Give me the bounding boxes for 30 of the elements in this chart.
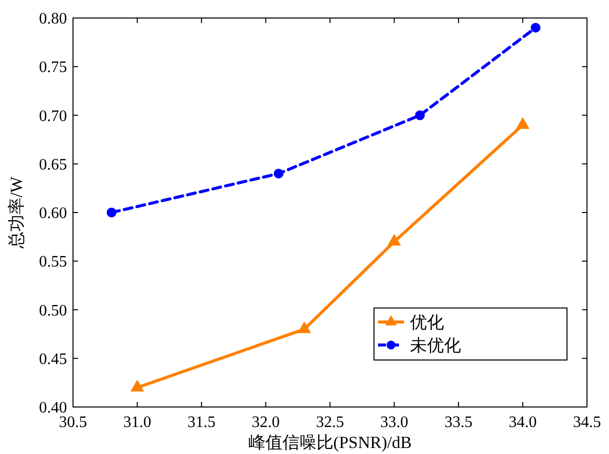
y-tick-label: 0.45 xyxy=(39,350,67,368)
y-tick-label: 0.50 xyxy=(39,302,67,320)
y-axis-title: 总功率/W xyxy=(7,176,26,250)
y-tick-label: 0.75 xyxy=(39,59,67,76)
point xyxy=(388,234,401,246)
legend-label: 未优化 xyxy=(410,336,461,355)
y-tick-label: 0.55 xyxy=(39,254,67,271)
x-tick-label: 31.0 xyxy=(123,414,152,431)
legend-label: 优化 xyxy=(410,312,444,332)
point xyxy=(530,22,540,33)
point xyxy=(516,118,530,129)
x-tick-label: 30.5 xyxy=(59,414,87,431)
x-tick-label: 33.5 xyxy=(444,414,472,431)
point xyxy=(298,322,311,334)
x-tick-label: 34.0 xyxy=(508,414,537,431)
y-tick-label: 0.65 xyxy=(39,156,67,174)
y-tick-label: 0.80 xyxy=(39,10,67,28)
x-tick-label: 32.5 xyxy=(316,414,344,431)
y-tick-label: 0.60 xyxy=(39,205,67,222)
point xyxy=(106,208,116,218)
point xyxy=(415,110,425,120)
x-axis-title: 峰值信噪比(PSNR)/dB xyxy=(248,433,412,452)
x-tick-label: 31.5 xyxy=(188,414,216,431)
point xyxy=(274,168,284,178)
x-tick-label: 33.0 xyxy=(380,414,408,431)
y-tick-label: 0.70 xyxy=(39,108,67,125)
y-tick-label: 0.40 xyxy=(39,400,67,417)
x-tick-label: 34.5 xyxy=(573,414,601,431)
point xyxy=(130,380,144,392)
x-tick-label: 32.0 xyxy=(252,414,280,431)
